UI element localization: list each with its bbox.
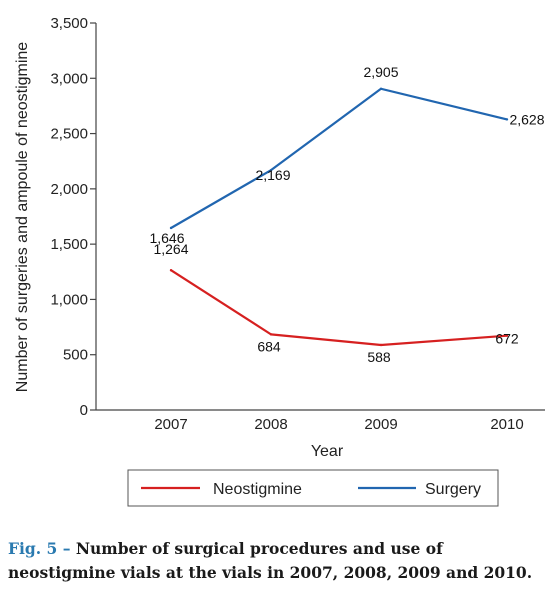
data-label: 2,905	[363, 64, 398, 80]
x-tick-label: 2008	[254, 416, 287, 433]
y-axis-title: Number of surgeries and ampoule of neost…	[14, 42, 31, 393]
figure-caption: Fig. 5 – Number of surgical procedures a…	[8, 537, 544, 585]
caption-text: Number of surgical procedures and use of…	[8, 539, 533, 582]
series-neostigmine: 1,264 684 588 672	[153, 241, 518, 365]
data-point	[505, 118, 509, 121]
x-ticks: 2007 2008 2009 2010	[154, 416, 523, 433]
legend-label-surgery: Surgery	[425, 481, 481, 498]
figure-label: Fig. 5 –	[8, 539, 71, 558]
y-tick-label: 2,000	[50, 181, 88, 198]
series-layer: 1,264 684 588 672 1,646 2,169 2,905 2,628	[149, 64, 544, 365]
axes	[95, 23, 545, 411]
data-point	[379, 87, 383, 90]
y-tick-label: 3,000	[50, 70, 88, 87]
x-tick-label: 2007	[154, 416, 187, 433]
y-tick-label: 1,500	[50, 236, 88, 253]
legend: Neostigmine Surgery	[127, 469, 499, 507]
data-label: 684	[257, 338, 281, 354]
x-tick-label: 2009	[364, 416, 397, 433]
legend-label-neostigmine: Neostigmine	[213, 481, 302, 498]
data-label: 2,169	[255, 167, 290, 183]
series-line-neostigmine	[170, 269, 508, 347]
y-tick-label: 500	[63, 347, 88, 364]
y-ticks: 0 500 1,000 1,500 2,000 2,500 3,000 3,500	[50, 15, 96, 419]
series-line-surgery	[170, 87, 508, 229]
data-point	[269, 168, 273, 172]
y-tick-label: 1,000	[50, 291, 88, 308]
data-label: 1,646	[149, 230, 184, 246]
data-label: 1,264	[153, 241, 188, 257]
data-label: 672	[495, 331, 519, 347]
data-label: 2,628	[509, 111, 544, 127]
y-tick-label: 2,500	[50, 126, 88, 143]
data-point	[169, 226, 173, 230]
data-label: 588	[367, 349, 391, 365]
data-point	[379, 343, 383, 347]
x-axis-title: Year	[311, 443, 344, 460]
data-point	[505, 334, 509, 337]
x-tick-label: 2010	[490, 416, 523, 433]
data-point	[269, 333, 273, 336]
series-surgery: 1,646 2,169 2,905 2,628	[149, 64, 544, 246]
data-point	[169, 269, 173, 272]
y-tick-label: 3,500	[50, 15, 88, 32]
y-tick-label: 0	[80, 402, 88, 419]
